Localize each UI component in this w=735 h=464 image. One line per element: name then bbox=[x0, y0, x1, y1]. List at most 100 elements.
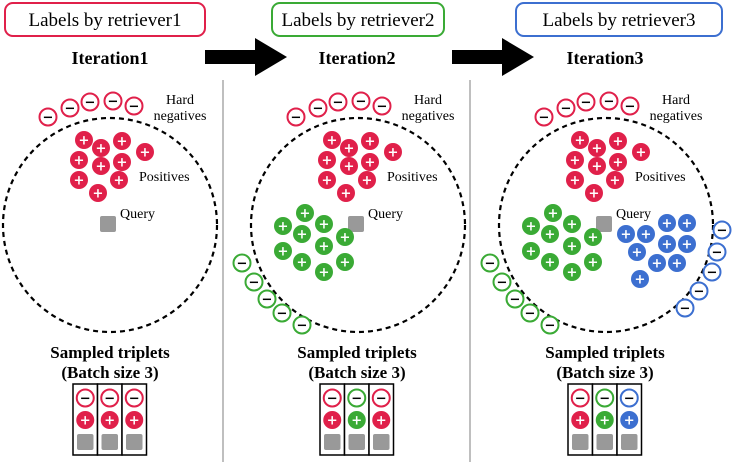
minus-icon: − bbox=[376, 392, 387, 407]
positive-dot bbox=[637, 225, 655, 243]
negative-dot bbox=[103, 91, 123, 111]
positive-dot bbox=[585, 184, 603, 202]
positive-dot bbox=[315, 263, 333, 281]
plus-icon: + bbox=[682, 217, 693, 232]
plus-icon: + bbox=[319, 266, 330, 281]
positive-dot bbox=[274, 217, 292, 235]
plus-icon: + bbox=[278, 245, 289, 260]
plus-icon: + bbox=[376, 414, 387, 429]
minus-icon: − bbox=[694, 285, 705, 300]
minus-icon: − bbox=[43, 111, 54, 126]
arrow-icon bbox=[452, 38, 534, 76]
minus-icon: − bbox=[80, 392, 91, 407]
minus-icon: − bbox=[680, 302, 691, 317]
positive-dot bbox=[588, 157, 606, 175]
positive-dot bbox=[606, 171, 624, 189]
negative-dot bbox=[520, 303, 540, 323]
positive-dot bbox=[563, 237, 581, 255]
negative-dot bbox=[540, 315, 560, 335]
minus-icon: − bbox=[237, 257, 248, 272]
minus-icon: − bbox=[351, 392, 362, 407]
retriever-label: Labels by retriever2 bbox=[282, 10, 435, 31]
neighborhood-circle bbox=[1, 116, 219, 334]
plus-icon: + bbox=[114, 174, 125, 189]
negative-dot bbox=[80, 92, 100, 112]
positive-dot bbox=[340, 157, 358, 175]
positives-label: Positives bbox=[635, 170, 686, 185]
negative-dot bbox=[232, 253, 252, 273]
minus-icon: − bbox=[104, 392, 115, 407]
negative-dot bbox=[371, 388, 391, 408]
plus-icon: + bbox=[322, 154, 333, 169]
minus-icon: − bbox=[707, 266, 718, 281]
plus-icon: + bbox=[74, 154, 85, 169]
negative-dot bbox=[534, 107, 554, 127]
positive-dot bbox=[358, 171, 376, 189]
iteration-title: Iteration1 bbox=[72, 48, 149, 68]
plus-icon: + bbox=[672, 257, 683, 272]
query-label: Query bbox=[120, 207, 155, 222]
positive-dot bbox=[274, 242, 292, 260]
positive-dot bbox=[588, 139, 606, 157]
minus-icon: − bbox=[625, 100, 636, 115]
plus-icon: + bbox=[592, 160, 603, 175]
plus-icon: + bbox=[588, 231, 599, 246]
positive-dot bbox=[110, 171, 128, 189]
plus-icon: + bbox=[682, 238, 693, 253]
minus-icon: − bbox=[485, 257, 496, 272]
batch-size-label: (Batch size 3) bbox=[308, 363, 405, 382]
negative-dot bbox=[244, 272, 264, 292]
plus-icon: + bbox=[96, 142, 107, 157]
plus-icon: + bbox=[613, 156, 624, 171]
plus-icon: + bbox=[575, 134, 586, 149]
plus-icon: + bbox=[117, 135, 128, 150]
positive-dot bbox=[113, 153, 131, 171]
iteration-title: Iteration3 bbox=[567, 48, 644, 68]
minus-icon: − bbox=[129, 100, 140, 115]
positive-dot bbox=[361, 132, 379, 150]
negative-dot bbox=[702, 262, 722, 282]
plus-icon: + bbox=[662, 217, 673, 232]
minus-icon: − bbox=[539, 111, 550, 126]
minus-icon: − bbox=[65, 102, 76, 117]
plus-icon: + bbox=[117, 156, 128, 171]
positive-dot bbox=[628, 243, 646, 261]
plus-icon: + bbox=[129, 414, 140, 429]
positive-dot bbox=[372, 411, 391, 429]
plus-icon: + bbox=[548, 207, 559, 222]
batch-size-label: (Batch size 3) bbox=[556, 363, 653, 382]
positive-dot bbox=[668, 254, 686, 272]
plus-icon: + bbox=[588, 256, 599, 271]
positive-dot bbox=[544, 204, 562, 222]
plus-icon: + bbox=[632, 246, 643, 261]
plus-icon: + bbox=[340, 256, 351, 271]
minus-icon: − bbox=[561, 102, 572, 117]
positive-dot bbox=[323, 411, 342, 429]
negative-dot bbox=[675, 298, 695, 318]
positive-dot bbox=[522, 217, 540, 235]
plus-icon: + bbox=[526, 245, 537, 260]
negative-dot bbox=[308, 98, 328, 118]
neighborhood-circle bbox=[249, 116, 467, 334]
positive-dot bbox=[347, 411, 366, 429]
minus-icon: − bbox=[108, 95, 119, 110]
plus-icon: + bbox=[592, 142, 603, 157]
positive-dot bbox=[100, 411, 119, 429]
triplet-query-square bbox=[572, 434, 589, 450]
triplet-query-square bbox=[373, 434, 390, 450]
positive-dot bbox=[361, 153, 379, 171]
positive-dot bbox=[541, 253, 559, 271]
plus-icon: + bbox=[567, 266, 578, 281]
positive-dot bbox=[678, 235, 696, 253]
triplet-query-square bbox=[126, 434, 143, 450]
positives-label: Positives bbox=[387, 170, 438, 185]
plus-icon: + bbox=[93, 187, 104, 202]
negative-dot bbox=[347, 388, 367, 408]
plus-icon: + bbox=[636, 146, 647, 161]
retriever-label: Labels by retriever1 bbox=[29, 10, 182, 31]
positive-dot bbox=[336, 228, 354, 246]
plus-icon: + bbox=[319, 218, 330, 233]
minus-icon: − bbox=[624, 392, 635, 407]
